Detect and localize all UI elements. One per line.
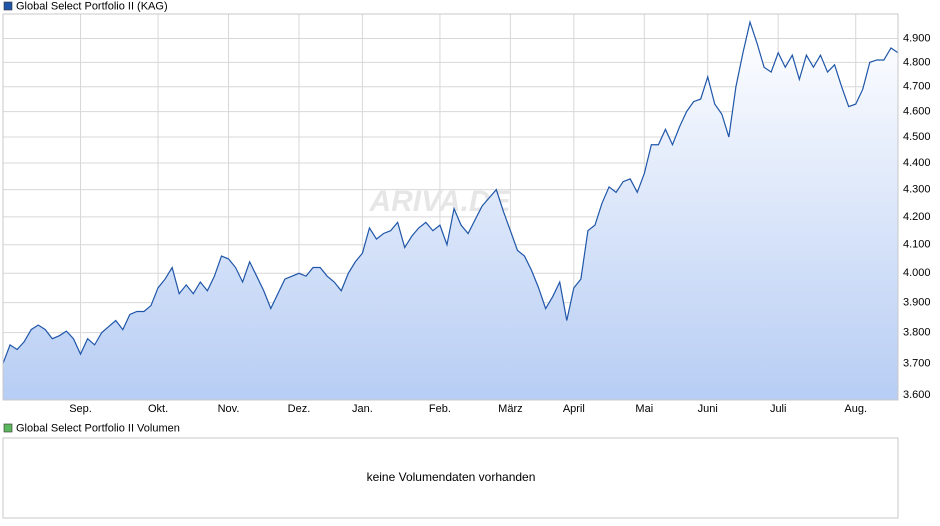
y-tick-label: 3.800 (903, 327, 931, 339)
y-tick-label: 4.700 (903, 81, 931, 93)
y-tick-label: 3.900 (903, 296, 931, 308)
x-tick-label: Dez. (288, 403, 311, 415)
y-tick-label: 4.200 (903, 211, 931, 223)
y-tick-label: 4.100 (903, 239, 931, 251)
y-tick-label: 4.400 (903, 157, 931, 169)
plot-frame (2, 13, 899, 401)
y-tick-label: 4.300 (903, 184, 931, 196)
y-tick-label: 4.600 (903, 106, 931, 118)
x-tick-label: Juli (770, 403, 787, 415)
plot (2, 19, 899, 401)
legend-label: Global Select Portfolio II (KAG) (16, 0, 168, 12)
y-tick-label: 4.800 (903, 56, 931, 68)
x-tick-label: Jan. (352, 403, 373, 415)
area (3, 22, 898, 401)
x-tick-label: Aug. (844, 403, 867, 415)
legend-swatch (3, 423, 13, 433)
x-tick-label: März (498, 403, 522, 415)
x-tick-label: Mai (635, 403, 653, 415)
y-tick-label: 4.500 (903, 131, 931, 143)
legend-swatch (3, 1, 13, 11)
legend-label: Global Select Portfolio II Volumen (16, 422, 180, 434)
x-tick-label: Sep. (69, 403, 92, 415)
line (2, 19, 899, 364)
x-tick-label: Okt. (148, 403, 168, 415)
y-tick-label: 4.000 (903, 267, 931, 279)
y-tick-label: 3.700 (903, 357, 931, 369)
x-tick-label: Feb. (429, 403, 451, 415)
volume-frame (2, 437, 899, 519)
x-tick-label: Nov. (218, 403, 240, 415)
x-tick-label: Juni (698, 403, 718, 415)
y-tick-label: 4.900 (903, 32, 931, 44)
volume-message: keine Volumendaten vorhanden (367, 470, 536, 484)
y-tick-label: 3.600 (903, 389, 931, 401)
x-tick-label: April (563, 403, 585, 415)
